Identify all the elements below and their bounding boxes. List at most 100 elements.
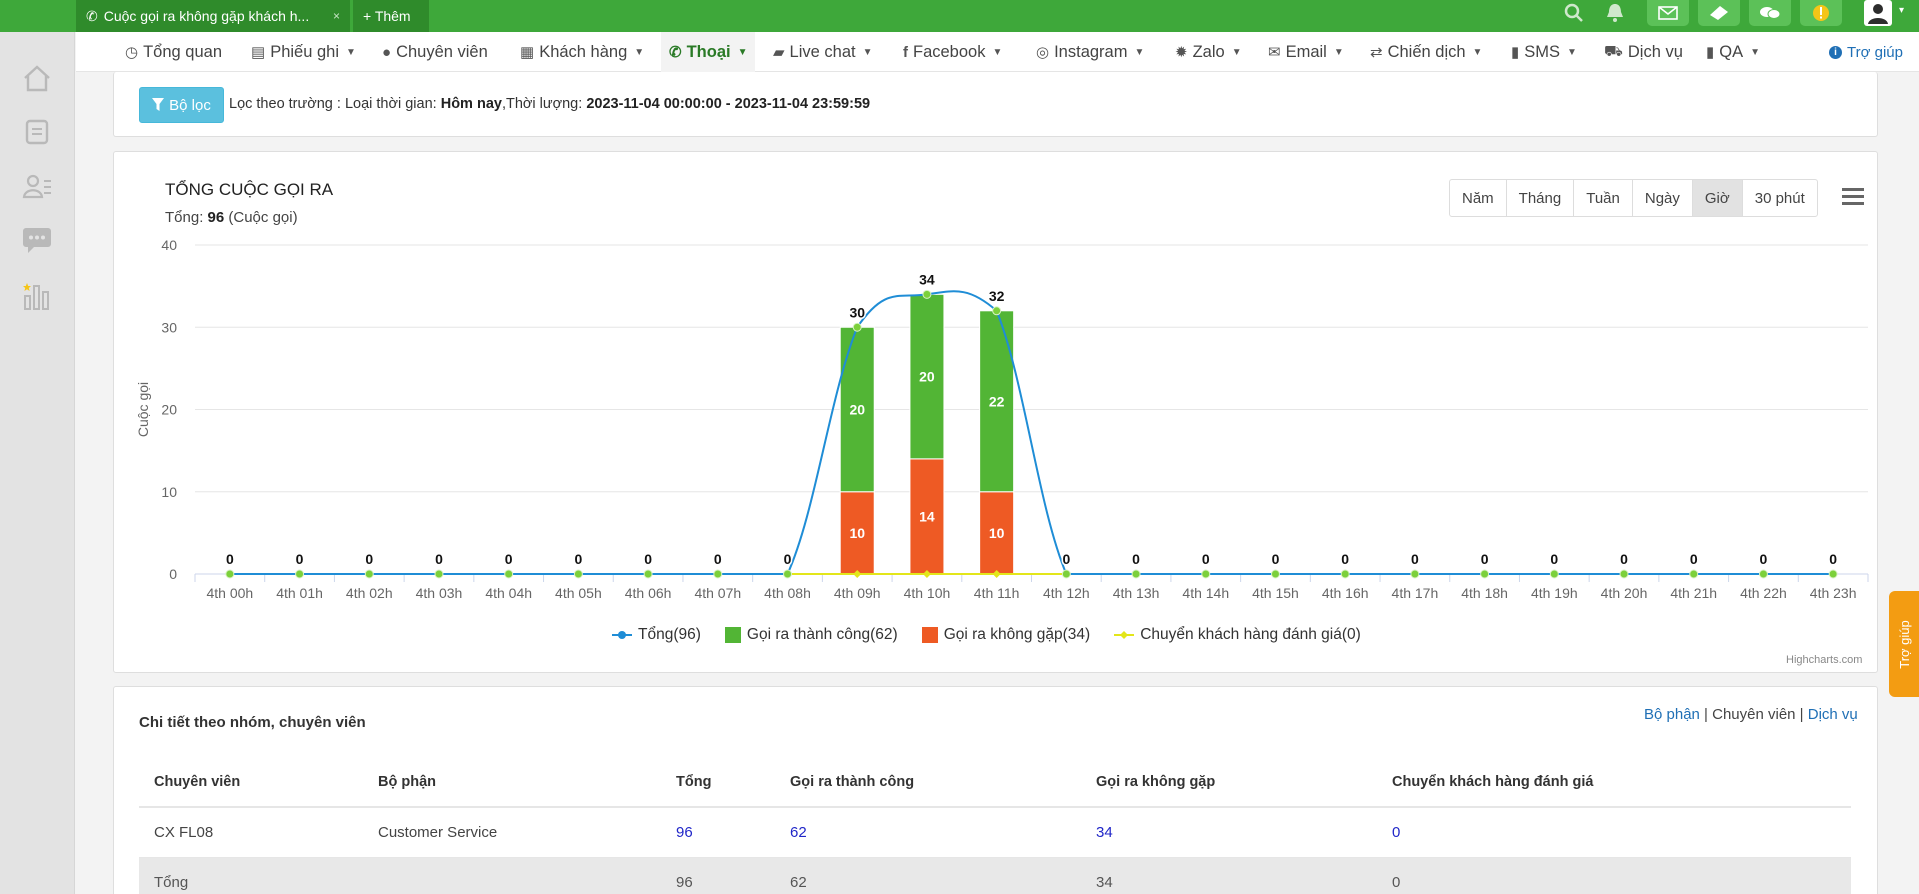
time-range-group: Năm Tháng Tuần Ngày Giờ 30 phút xyxy=(1449,179,1818,217)
chart-menu-icon[interactable] xyxy=(1842,188,1864,206)
cell-total-missed: 34 xyxy=(1081,857,1377,894)
chart-sub-prefix: Tổng: xyxy=(165,209,208,226)
chart-panel xyxy=(113,151,1878,673)
range-gio-button[interactable]: Giờ xyxy=(1692,180,1743,216)
nav-label: Chuyên viên xyxy=(396,42,488,61)
link-sep: | xyxy=(1795,706,1808,723)
legend-item-thanh-cong[interactable]: Gọi ra thành công(62) xyxy=(724,626,898,644)
link-bo-phan[interactable]: Bộ phận xyxy=(1644,706,1700,723)
nav-qa[interactable]: ▮ QA ▼ xyxy=(1706,32,1760,72)
nav-label: Zalo xyxy=(1192,42,1225,61)
nav-chien-dich[interactable]: ⇄ Chiến dịch ▼ xyxy=(1370,32,1482,72)
table-header-row: Chuyên viên Bộ phận Tổng Gọi ra thành cô… xyxy=(139,757,1851,808)
help-link[interactable]: i Trợ giúp xyxy=(1829,32,1903,72)
sidebar xyxy=(0,32,75,894)
nav-label: Phiếu ghi xyxy=(270,42,339,61)
instagram-icon: ◎ xyxy=(1036,44,1050,61)
user-menu-chevron-icon[interactable]: ▾ xyxy=(1899,5,1905,16)
agents-icon[interactable] xyxy=(19,168,55,204)
legend-line-marker-icon xyxy=(612,631,632,639)
legend-swatch xyxy=(921,627,938,643)
help-label: Trợ giúp xyxy=(1847,43,1903,61)
nav-instagram[interactable]: ◎ Instagram ▼ xyxy=(1036,32,1144,72)
legend-label: Chuyển khách hàng đánh giá(0) xyxy=(1140,626,1361,643)
cell-department: Customer Service xyxy=(363,807,661,858)
col-goi-ra-thanh-cong[interactable]: Gọi ra thành công xyxy=(775,757,1081,808)
top-bar: ✆ Cuộc gọi ra không gặp khách h... × + T… xyxy=(0,0,1919,32)
cell-total-link[interactable]: 96 xyxy=(661,807,775,858)
cell-success-link[interactable]: 62 xyxy=(775,807,1081,858)
ticket-icon[interactable] xyxy=(1698,0,1740,26)
mail-icon[interactable] xyxy=(1647,0,1689,26)
nav-facebook[interactable]: f Facebook ▼ xyxy=(903,32,1002,72)
col-chuyen-danh-gia[interactable]: Chuyển khách hàng đánh giá xyxy=(1377,757,1851,808)
chevron-down-icon: ▼ xyxy=(992,46,1003,58)
nav-chuyen-vien[interactable]: ● Chuyên viên xyxy=(382,32,488,72)
chart-sub-suffix: (Cuộc gọi) xyxy=(224,209,298,226)
warning-icon[interactable] xyxy=(1800,0,1842,26)
col-bo-phan[interactable]: Bộ phận xyxy=(363,757,661,808)
legend-item-tong[interactable]: Tổng(96) xyxy=(612,626,701,644)
floating-help-label: Trợ giúp xyxy=(1896,619,1912,669)
tab-active-report[interactable]: ✆ Cuộc gọi ra không gặp khách h... × xyxy=(76,0,350,32)
funnel-icon xyxy=(152,98,165,111)
phone-icon: ✆ xyxy=(669,44,682,61)
add-tab-button[interactable]: + Thêm xyxy=(353,0,429,32)
nav-live-chat[interactable]: ▰ Live chat ▼ xyxy=(773,32,873,72)
chat-bubble-icon[interactable] xyxy=(19,222,55,258)
reports-chart-icon[interactable] xyxy=(19,278,55,314)
cell-transfer-link[interactable]: 0 xyxy=(1377,807,1851,858)
chat-icon[interactable] xyxy=(1749,0,1791,26)
legend-item-khong-gap[interactable]: Gọi ra không gặp(34) xyxy=(921,626,1090,644)
envelope-icon: ✉ xyxy=(1268,44,1281,61)
filter-button[interactable]: Bộ lọc xyxy=(139,87,224,123)
nav-label: Khách hàng xyxy=(539,42,628,61)
chevron-down-icon: ▼ xyxy=(1472,46,1483,58)
nav-label: Email xyxy=(1285,42,1327,61)
bell-icon[interactable] xyxy=(1594,0,1636,26)
nav-label: SMS xyxy=(1524,42,1561,61)
col-chuyen-vien[interactable]: Chuyên viên xyxy=(139,757,363,808)
nav-sms[interactable]: ▮ SMS ▼ xyxy=(1511,32,1577,72)
nav-label: Live chat xyxy=(789,42,856,61)
col-tong[interactable]: Tổng xyxy=(661,757,775,808)
home-icon[interactable] xyxy=(19,60,55,96)
nav-label: Dịch vụ xyxy=(1627,42,1683,61)
info-icon: i xyxy=(1829,45,1842,59)
legend-item-chuyen-danh-gia[interactable]: Chuyển khách hàng đánh giá(0) xyxy=(1114,626,1361,644)
nav-zalo[interactable]: ✹ Zalo ▼ xyxy=(1175,32,1242,72)
nav-phieu-ghi[interactable]: ▤ Phiếu ghi ▼ xyxy=(251,32,356,72)
nav-email[interactable]: ✉ Email ▼ xyxy=(1268,32,1344,72)
cell-missed-link[interactable]: 34 xyxy=(1081,807,1377,858)
search-icon[interactable] xyxy=(1553,0,1595,26)
nav-khach-hang[interactable]: ▦ Khách hàng ▼ xyxy=(520,32,644,72)
filter-time-type: Hôm nay xyxy=(440,96,502,112)
nav-tong-quan[interactable]: ◷ Tổng quan xyxy=(125,32,222,72)
nav-label: Facebook xyxy=(913,42,986,61)
link-dich-vu[interactable]: Dịch vụ xyxy=(1807,706,1858,723)
close-icon[interactable]: × xyxy=(332,9,340,23)
chevron-down-icon: ▼ xyxy=(1567,46,1577,58)
range-30-phut-button[interactable]: 30 phút xyxy=(1754,189,1805,207)
filter-panel xyxy=(113,72,1878,137)
clock-icon: ◷ xyxy=(125,44,139,61)
tab-label: Cuộc gọi ra không gặp khách h... xyxy=(103,8,310,24)
user-avatar-icon[interactable] xyxy=(1860,0,1896,26)
facebook-icon: f xyxy=(903,43,908,61)
col-goi-ra-khong-gap[interactable]: Gọi ra không gặp xyxy=(1081,757,1377,808)
add-tab-label: + Thêm xyxy=(363,8,411,24)
chevron-down-icon: ▼ xyxy=(1750,46,1761,58)
range-thang-button[interactable]: Tháng xyxy=(1507,180,1575,216)
range-tuan-button[interactable]: Tuần xyxy=(1574,180,1633,216)
floating-help-button[interactable]: Trợ giúp xyxy=(1889,591,1919,697)
range-nam-button[interactable]: Năm xyxy=(1450,180,1507,216)
range-ngay-button[interactable]: Ngày xyxy=(1633,180,1693,216)
ticket-list-icon[interactable] xyxy=(19,114,55,150)
file-icon: ▮ xyxy=(1511,44,1520,61)
nav-thoai[interactable]: ✆ Thoại ▼ xyxy=(661,32,756,72)
nav-dich-vu[interactable]: ⛟ Dịch vụ xyxy=(1604,32,1683,72)
legend-label: Tổng(96) xyxy=(638,626,701,643)
chart-credits[interactable]: Highcharts.com xyxy=(1786,654,1863,666)
details-table: Chuyên viên Bộ phận Tổng Gọi ra thành cô… xyxy=(139,757,1851,894)
link-chuyen-vien[interactable]: Chuyên viên xyxy=(1712,706,1796,723)
